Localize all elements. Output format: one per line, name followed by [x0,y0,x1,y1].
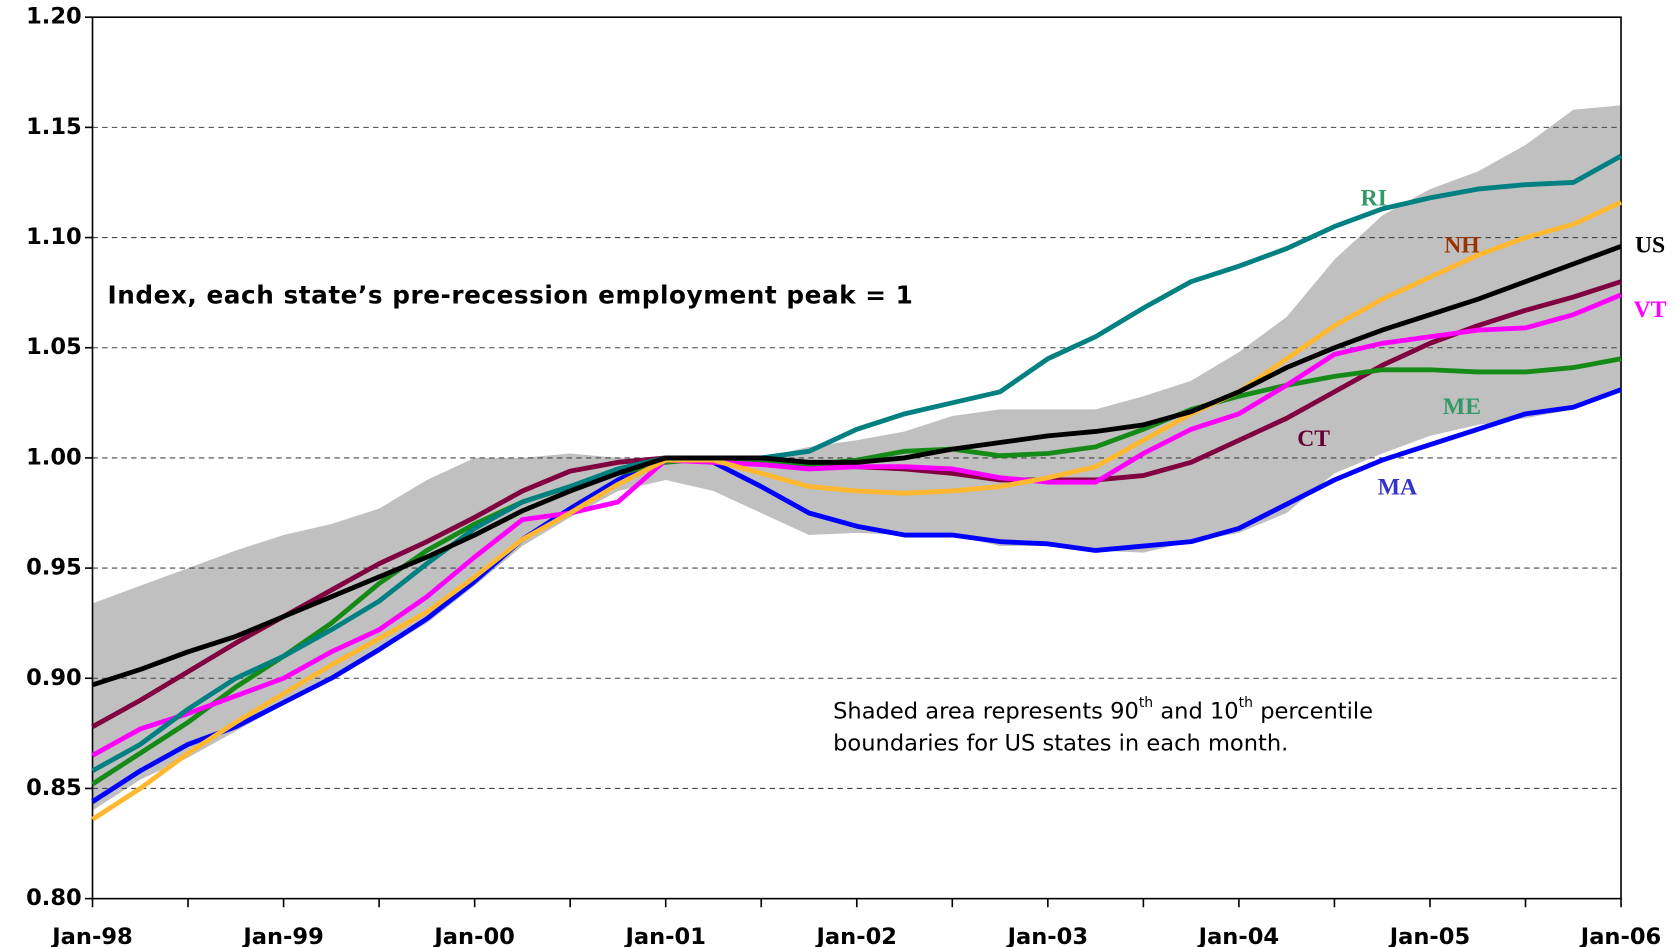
series-line [91,153,1623,773]
series-label: MA [1378,475,1417,501]
y-tick-label: 0.80 [26,885,82,911]
series-label: RI [1361,185,1387,211]
series-label: CT [1297,426,1330,452]
y-tick-label: 1.10 [26,224,82,250]
series-label: VT [1634,297,1667,323]
series-label: US [1635,233,1665,259]
note-line: Shaded area represents 90th and 10th per… [833,695,1373,724]
y-tick-label: 1.05 [26,334,82,360]
series-line [91,244,1622,688]
x-tick-label: Jan-00 [432,924,514,947]
y-tick-label: 0.90 [26,665,82,691]
x-tick-label: Jan-04 [1197,924,1279,947]
x-tick-label: Jan-99 [241,924,323,947]
plot: 0.80 0.85 0.90 0.95 1.00 1.05 1.10 1.15 1.20 Jan-… [26,4,1667,947]
series-line [91,292,1622,758]
series-line [91,387,1622,804]
x-tick-label: Jan-03 [1006,924,1088,947]
plot-frame [91,16,1622,900]
series-label: NH [1444,233,1479,259]
x-tick-label: Jan-05 [1388,924,1470,947]
y-tick-label: 0.85 [26,775,82,801]
x-tick-label: Jan-01 [623,924,705,947]
note-line: boundaries for US states in each month. [833,730,1288,756]
annotation: Index, each state’s pre-recession employ… [108,281,914,310]
y-tick-label: 1.20 [26,4,82,30]
y-tick-label: 0.95 [26,555,82,581]
x-tick-label: Jan-98 [50,924,132,947]
y-tick-label: 1.15 [26,114,82,140]
x-tick-label: Jan-06 [1579,924,1661,947]
y-tick-label: 1.00 [26,444,82,470]
series-line [91,200,1623,822]
series-label: ME [1443,394,1481,420]
x-tick-label: Jan-02 [815,924,897,947]
